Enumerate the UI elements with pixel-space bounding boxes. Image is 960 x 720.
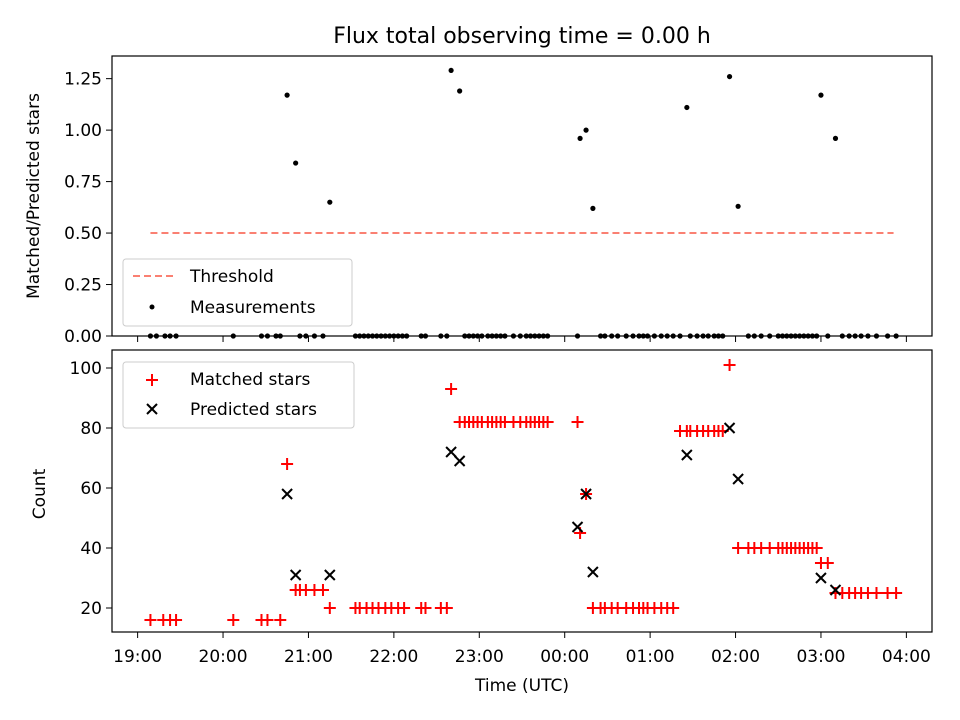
predicted-star-point (723, 422, 736, 434)
predicted-star-point (571, 521, 584, 533)
matched-star-point (810, 542, 823, 554)
ratio-y-tick-label: 1.00 (64, 121, 102, 141)
count-x-axis-label: Time (UTC) (474, 676, 569, 696)
measurement-point (590, 205, 596, 211)
count-y-tick-label: 60 (80, 479, 102, 499)
ratio-panel: 0.00 0.25 0.50 0.75 1.00 1.25 Matched/Predict… (24, 55, 933, 347)
matched-star-point (541, 416, 554, 428)
ratio-y-axis-label: Matched/Predicted stars (24, 93, 44, 299)
count-x-tick-label: 19:00 (113, 647, 162, 667)
measurement-point (448, 67, 454, 74)
measurement-point (583, 127, 589, 133)
predicted-star-point (815, 572, 827, 584)
count-x-tick-label: 04:00 (882, 647, 931, 667)
measurement-point (726, 73, 733, 80)
measurements-legend-swatch (149, 304, 155, 310)
matched-star-point (274, 614, 287, 626)
ratio-y-tick-label: 0.00 (64, 327, 102, 347)
measurement-point (832, 135, 839, 141)
count-y-tick-label: 80 (80, 419, 102, 439)
threshold-legend-label: Threshold (189, 267, 274, 287)
ratio-y-tick-label: 1.25 (64, 70, 102, 90)
count-y-tick-label: 40 (80, 539, 102, 559)
count-x-tick-label: 02:00 (711, 647, 760, 667)
count-x-tick-label: 23:00 (455, 647, 504, 667)
matched-star-point (323, 602, 336, 614)
count-x-tick-label: 21:00 (284, 647, 333, 667)
matched-star-point (316, 584, 329, 596)
matched-star-point (261, 614, 274, 626)
matched-star-point (281, 458, 294, 470)
count-x-tick-label: 00:00 (540, 647, 589, 667)
matched-star-point (144, 614, 157, 626)
matched-star-point (440, 602, 453, 614)
predicted-star-point (281, 488, 293, 500)
count-y-tick-label: 20 (80, 599, 102, 619)
predicted-star-point (453, 455, 466, 467)
ratio-y-tick-label: 0.75 (64, 173, 102, 193)
matched-legend-label: Matched stars (190, 370, 310, 390)
ratio-panel-frame (111, 55, 933, 337)
count-x-tick-label: 22:00 (369, 647, 418, 667)
matched-star-point (732, 542, 745, 554)
count-y-axis-label: Count (30, 468, 50, 519)
matched-star-point (667, 602, 680, 614)
measurement-point (284, 92, 290, 98)
predicted-star-point (580, 488, 592, 500)
ratio-legend-box (122, 258, 353, 327)
predicted-star-point (681, 449, 693, 461)
measurement-point (684, 104, 690, 111)
measurement-point (735, 203, 741, 209)
measurement-point (577, 135, 583, 141)
predicted-legend-label: Predicted stars (190, 400, 317, 420)
count-y-tick-label: 100 (70, 359, 102, 379)
matched-star-point (170, 614, 183, 626)
measurement-point (818, 92, 824, 98)
matched-star-point (870, 587, 883, 599)
predicted-star-point (445, 446, 457, 458)
matched-star-point (227, 614, 240, 626)
ratio-y-tick-label: 0.25 (64, 276, 102, 296)
measurement-point (457, 88, 463, 94)
ratio-legend: Threshold Measurements (122, 258, 353, 327)
measurements-legend-label: Measurements (190, 298, 316, 318)
count-x-tick-label: 01:00 (626, 647, 675, 667)
matched-star-point (723, 359, 736, 371)
count-legend-box (122, 361, 355, 429)
matched-star-point (445, 383, 458, 395)
matched-star-point (890, 587, 903, 599)
predicted-legend-swatch (146, 403, 158, 415)
chart-title: Flux total observing time = 0.00 h (333, 24, 711, 49)
matched-star-point (419, 602, 432, 614)
matched-star-point (398, 602, 411, 614)
ratio-y-tick-label: 0.50 (64, 224, 102, 244)
count-panel: 20 40 60 80 100 19:00 20:00 21:00 22:00 23:00 00:… (30, 349, 933, 696)
count-legend: Matched stars Predicted stars (122, 361, 355, 429)
matched-star-point (571, 416, 584, 428)
count-x-tick-label: 20:00 (199, 647, 248, 667)
predicted-star-point (289, 569, 302, 581)
measurement-point (293, 160, 299, 166)
count-x-tick-label: 03:00 (796, 647, 845, 667)
measurement-point (327, 199, 333, 205)
matched-star-point (821, 557, 834, 569)
count-panel-frame (111, 349, 933, 633)
matched-legend-swatch (146, 374, 158, 386)
predicted-star-point (829, 584, 842, 596)
predicted-star-point (732, 473, 744, 485)
predicted-star-point (324, 569, 336, 581)
predicted-star-point (587, 566, 599, 578)
